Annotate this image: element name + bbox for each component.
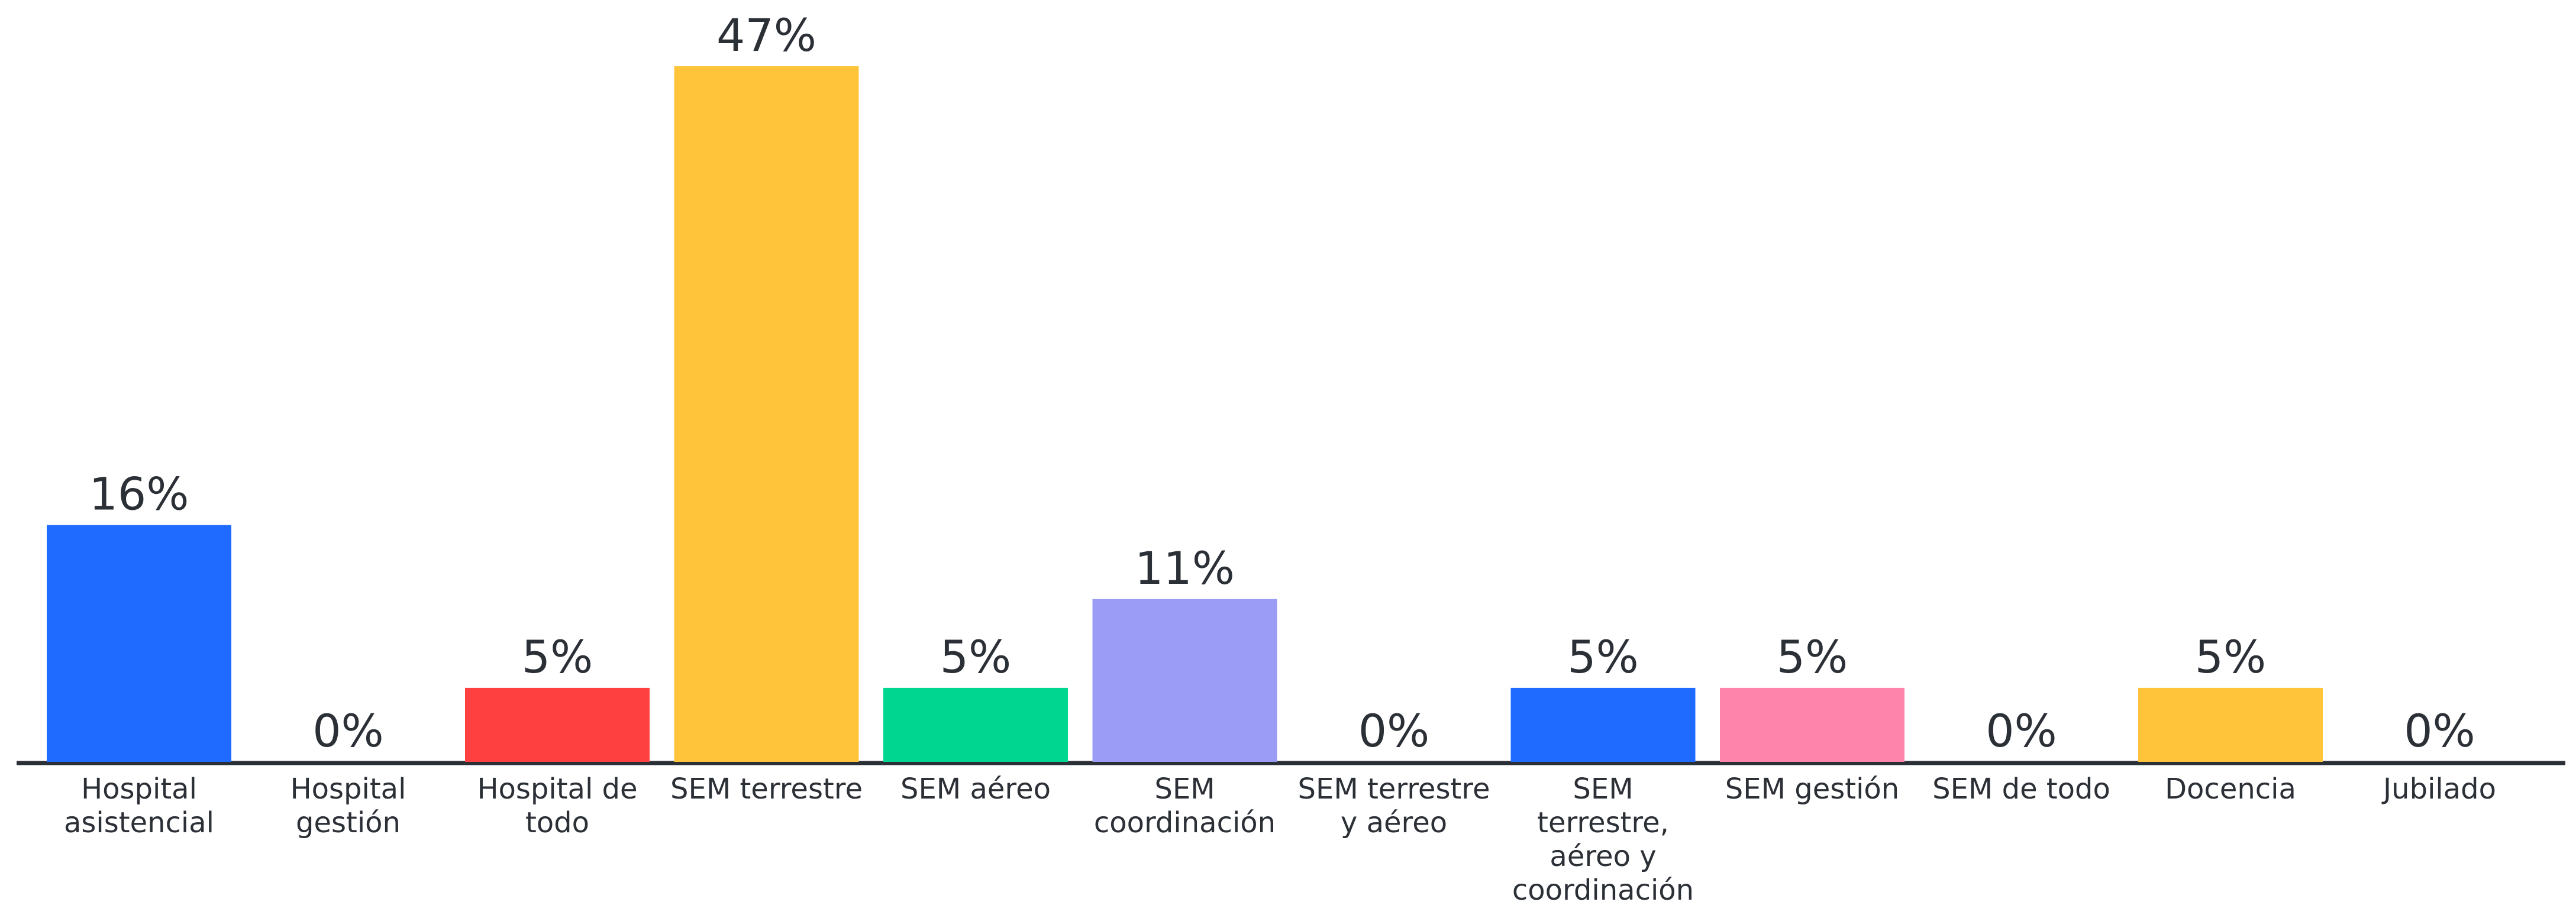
value-label-hospital-de-todo: 5% [522, 631, 593, 683]
category-label-line: todo [525, 806, 589, 839]
value-label-hospital-asistencial: 16% [89, 468, 189, 521]
category-label-line: aéreo y [1550, 840, 1656, 873]
bar-docencia [2138, 687, 2323, 762]
category-label-line: SEM terrestre [670, 773, 863, 806]
category-label-sem-terrestre-aereo-y-coordinacion: SEM terrestre, aéreo y coordinación [1512, 773, 1694, 905]
category-label-sem-terrestre-y-aereo: SEM terrestre y aéreo [1298, 773, 1490, 839]
value-label-sem-terrestre: 47% [716, 9, 816, 62]
category-label-line: coordinación [1512, 874, 1694, 905]
category-label-hospital-asistencial: Hospital asistencial [64, 773, 214, 839]
category-label-line: y aéreo [1341, 806, 1447, 839]
value-label-sem-aereo: 5% [940, 631, 1012, 683]
category-label-line: Hospital [81, 773, 197, 806]
bar-sem-aereo [883, 687, 1068, 762]
value-label-sem-terrestre-y-aereo: 0% [1358, 704, 1430, 757]
value-label-hospital-gestion: 0% [312, 704, 384, 757]
value-label-sem-de-todo: 0% [1986, 704, 2057, 757]
bars-group [47, 66, 2323, 762]
bar-sem-terrestre [674, 66, 859, 762]
category-label-hospital-gestion: Hospital gestión [290, 773, 406, 839]
category-label-line: Hospital de [477, 773, 637, 806]
category-label-line: coordinación [1094, 806, 1276, 839]
category-label-line: SEM de todo [1932, 773, 2110, 806]
value-label-sem-gestion: 5% [1777, 631, 1848, 683]
category-label-line: asistencial [64, 806, 214, 839]
category-label-docencia: Docencia [2165, 773, 2296, 806]
category-label-sem-terrestre: SEM terrestre [670, 773, 863, 806]
value-label-docencia: 5% [2195, 631, 2267, 683]
bar-hospital-asistencial [47, 525, 231, 762]
category-label-line: gestión [296, 806, 401, 839]
value-labels-group: 16% 0% 5% 47% 5% 11% 0% 5% 5% 0% 5% 0% [89, 9, 2475, 757]
category-label-line: Hospital [290, 773, 406, 806]
value-label-sem-terrestre-aereo-y-coordinacion: 5% [1567, 631, 1639, 683]
category-label-sem-de-todo: SEM de todo [1932, 773, 2110, 806]
bar-sem-coordinacion [1092, 599, 1277, 762]
category-label-line: SEM gestión [1725, 773, 1899, 806]
bar-hospital-de-todo [465, 687, 650, 762]
category-label-line: SEM [1573, 773, 1633, 806]
bar-sem-terrestre-aereo-y-coordinacion [1510, 687, 1696, 762]
category-label-jubilado: Jubilado [2381, 773, 2496, 806]
category-label-sem-aereo: SEM aéreo [900, 773, 1051, 806]
category-label-line: Jubilado [2381, 773, 2496, 806]
category-label-line: SEM [1154, 773, 1215, 806]
category-label-sem-coordinacion: SEM coordinación [1094, 773, 1276, 839]
value-label-sem-coordinacion: 11% [1135, 542, 1235, 594]
category-label-line: SEM terrestre [1298, 773, 1490, 806]
bar-sem-gestion [1720, 687, 1904, 762]
category-label-line: SEM aéreo [900, 773, 1051, 806]
category-label-hospital-de-todo: Hospital de todo [477, 773, 637, 839]
category-label-sem-gestion: SEM gestión [1725, 773, 1899, 806]
value-label-jubilado: 0% [2404, 704, 2475, 757]
category-label-line: terrestre, [1537, 806, 1669, 839]
category-label-line: Docencia [2165, 773, 2296, 806]
